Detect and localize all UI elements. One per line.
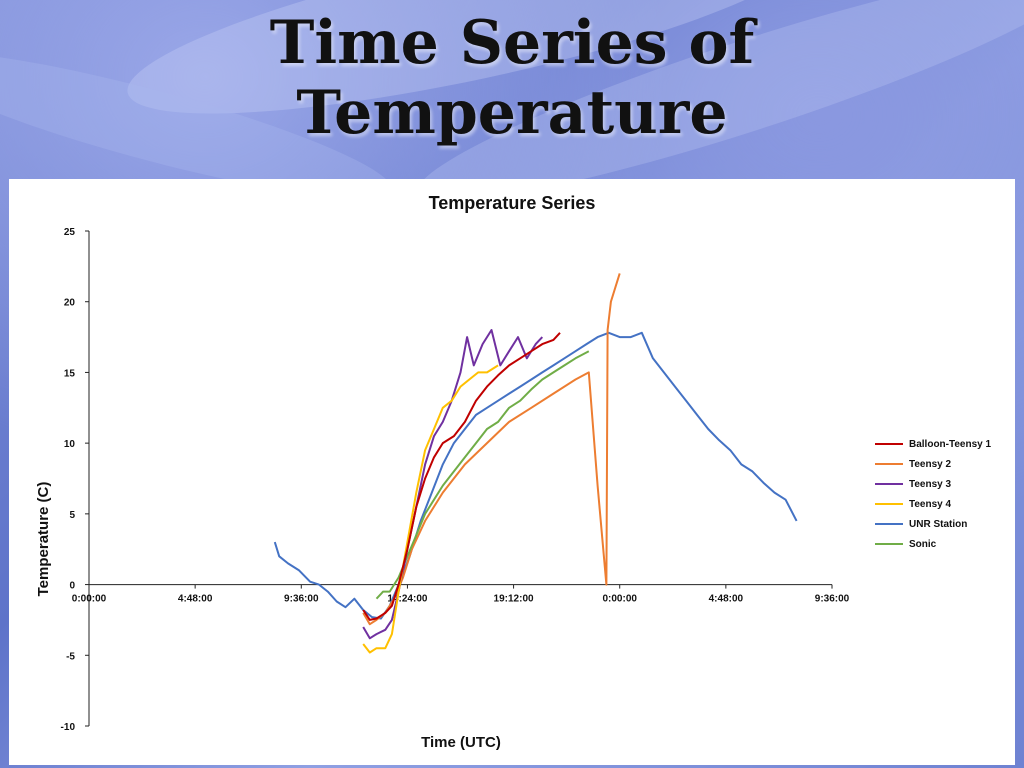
temperature-chart: Temperature Series Time (UTC) Temperatur…: [35, 193, 850, 751]
y-tick-label: 15: [64, 368, 76, 379]
legend-swatch: [875, 483, 903, 485]
x-tick-label: 19:12:00: [494, 594, 534, 605]
y-tick-label: 10: [64, 439, 76, 450]
y-tick-label: -10: [61, 722, 76, 733]
legend-label: UNR Station: [909, 518, 968, 530]
legend-label: Sonic: [909, 538, 937, 550]
x-axis-label: Time (UTC): [421, 734, 501, 751]
chart-legend: Balloon-Teensy 1 Teensy 2 Teensy 3 Teensy 4…: [875, 434, 991, 554]
y-tick-label: 20: [64, 298, 76, 309]
x-tick-label: 9:36:00: [284, 594, 319, 605]
chart-panel: Temperature Series Time (UTC) Temperatur…: [9, 179, 1015, 765]
x-tick-label: 9:36:00: [815, 594, 850, 605]
y-tick-label: -5: [66, 651, 75, 662]
series-line-teensy-4: [362, 364, 499, 654]
slide-title-line-1: Time Series of: [269, 8, 755, 78]
chart-title: Temperature Series: [429, 193, 596, 213]
legend-swatch: [875, 463, 903, 465]
series-lines: [273, 273, 798, 654]
x-tick-label: 4:48:00: [178, 594, 213, 605]
series-line-balloon-teensy-1: [362, 332, 561, 621]
legend-item-balloon-teensy-1: Balloon-Teensy 1: [875, 434, 991, 454]
legend-swatch: [875, 443, 903, 445]
y-tick-label: 0: [69, 581, 75, 592]
y-tick-label: 5: [69, 510, 75, 521]
legend-swatch: [875, 503, 903, 505]
slide-title-line-2: Temperature: [296, 78, 728, 148]
x-tick-label: 4:48:00: [709, 594, 744, 605]
legend-label: Teensy 3: [909, 478, 952, 490]
legend-label: Teensy 4: [909, 498, 952, 510]
x-tick-label: 0:00:00: [72, 594, 107, 605]
y-tick-label: 25: [64, 227, 76, 238]
legend-swatch: [875, 523, 903, 525]
y-axis-label: Temperature (C): [35, 482, 52, 597]
legend-label: Teensy 2: [909, 458, 952, 470]
slide-title: Time Series of Temperature: [0, 8, 1024, 148]
x-tick-label: 0:00:00: [602, 594, 637, 605]
legend-item-unr-station: UNR Station: [875, 514, 991, 534]
legend-item-teensy-4: Teensy 4: [875, 494, 991, 514]
legend-item-teensy-3: Teensy 3: [875, 474, 991, 494]
legend-item-teensy-2: Teensy 2: [875, 454, 991, 474]
series-line-teensy-2: [362, 273, 621, 626]
x-tick-label: 14:24:00: [387, 594, 427, 605]
legend-label: Balloon-Teensy 1: [909, 438, 992, 450]
legend-item-sonic: Sonic: [875, 534, 991, 554]
axes: 25 20 15 10 5 0 -5 -10 0:00:00 4:48:00 9:36:00 14:2…: [61, 227, 850, 733]
legend-swatch: [875, 543, 903, 545]
series-line-unr-station: [273, 331, 798, 620]
